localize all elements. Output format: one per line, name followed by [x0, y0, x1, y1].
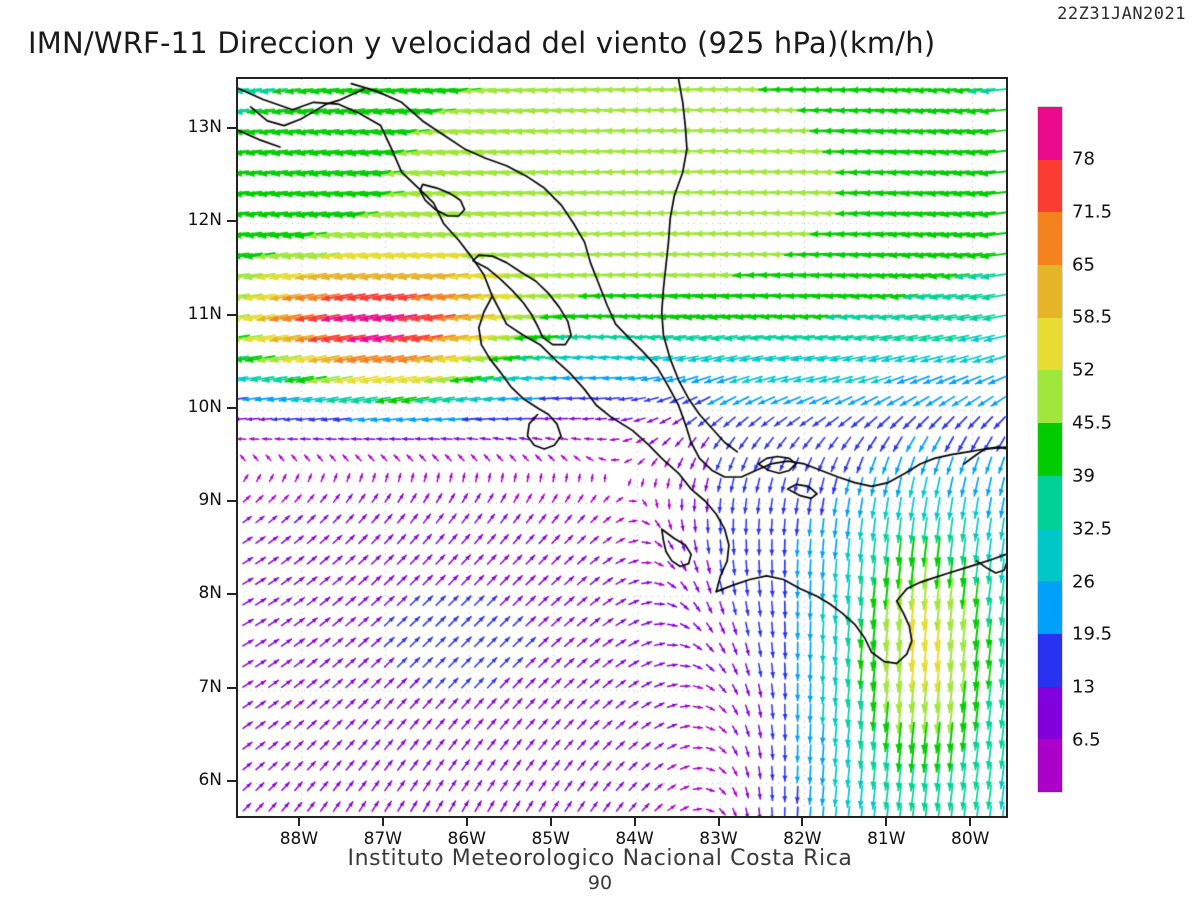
x-axis-tick-label: 86W — [447, 829, 486, 849]
x-axis-tick — [549, 818, 552, 826]
colorbar-band — [1038, 370, 1062, 424]
colorbar-band — [1038, 475, 1062, 529]
x-axis-tick — [717, 818, 720, 826]
colorbar-band — [1038, 107, 1062, 160]
colorbar-tick-label: 13 — [1072, 676, 1095, 698]
footer-page-number: 90 — [587, 872, 613, 894]
colorbar-band — [1038, 423, 1062, 476]
y-axis-tick-label: 7N — [198, 676, 222, 697]
page-title: IMN/WRF-11 Direccion y velocidad del vie… — [28, 26, 936, 60]
y-axis-tick-label: 9N — [198, 490, 222, 511]
y-axis-tick — [227, 779, 236, 782]
colorbar-tick-label: 71.5 — [1072, 201, 1113, 223]
footer-credit: Instituto Meteorologico Nacional Costa R… — [347, 846, 853, 871]
colorbar-band — [1038, 212, 1062, 266]
x-axis-tick-label: 80W — [951, 829, 990, 849]
colorbar-band — [1038, 159, 1062, 213]
x-axis-tick-label: 84W — [615, 829, 654, 849]
colorbar-band — [1038, 265, 1062, 318]
x-axis-tick — [297, 818, 300, 826]
colorbar-band — [1038, 528, 1062, 582]
map-plot-area — [236, 77, 1008, 818]
x-axis-tick-label: 82W — [783, 829, 822, 849]
x-axis-tick-label: 88W — [279, 829, 319, 849]
colorbar-band — [1038, 739, 1062, 792]
y-axis-tick-label: 13N — [187, 117, 222, 138]
y-axis-tick — [227, 686, 236, 689]
speed-colorbar — [1037, 106, 1063, 793]
colorbar-tick-label: 45.5 — [1072, 412, 1113, 434]
colorbar-tick-label: 32.5 — [1072, 518, 1113, 540]
x-axis-tick — [465, 818, 468, 826]
colorbar-band — [1038, 317, 1062, 371]
y-axis-tick — [227, 500, 236, 503]
y-axis-tick-label: 8N — [198, 583, 222, 604]
x-axis-tick-label: 83W — [699, 829, 738, 849]
y-axis-tick — [227, 313, 236, 316]
colorbar-tick-label: 19.5 — [1072, 623, 1113, 645]
x-axis-tick — [633, 818, 636, 826]
colorbar-tick-label: 26 — [1072, 571, 1095, 593]
x-axis-tick-label: 81W — [867, 829, 906, 849]
colorbar-tick-label: 39 — [1072, 465, 1095, 487]
y-axis-tick-label: 11N — [187, 303, 222, 324]
x-axis-tick — [885, 818, 888, 826]
coastline-layer — [238, 79, 1006, 816]
colorbar-band — [1038, 581, 1062, 634]
forecast-timestamp: 22Z31JAN2021 — [1057, 4, 1186, 24]
colorbar-tick-label: 52 — [1072, 359, 1095, 381]
y-axis-tick — [227, 593, 236, 596]
x-axis-tick — [381, 818, 384, 826]
colorbar-tick-label: 58.5 — [1072, 306, 1113, 328]
colorbar-tick-label: 78 — [1072, 148, 1095, 170]
x-axis-tick — [801, 818, 804, 826]
y-axis-tick-label: 12N — [187, 210, 222, 231]
colorbar-tick-label: 65 — [1072, 254, 1095, 276]
y-axis-tick — [227, 406, 236, 409]
y-axis-tick — [227, 127, 236, 130]
x-axis-tick-label: 85W — [531, 829, 570, 849]
y-axis-tick-label: 6N — [198, 769, 222, 790]
colorbar-band — [1038, 686, 1062, 740]
colorbar-tick-label: 6.5 — [1072, 729, 1101, 751]
x-axis-tick — [969, 818, 972, 826]
y-axis-tick-label: 10N — [187, 396, 222, 417]
colorbar-band — [1038, 633, 1062, 687]
y-axis-tick — [227, 220, 236, 223]
x-axis-tick-label: 87W — [363, 829, 403, 849]
